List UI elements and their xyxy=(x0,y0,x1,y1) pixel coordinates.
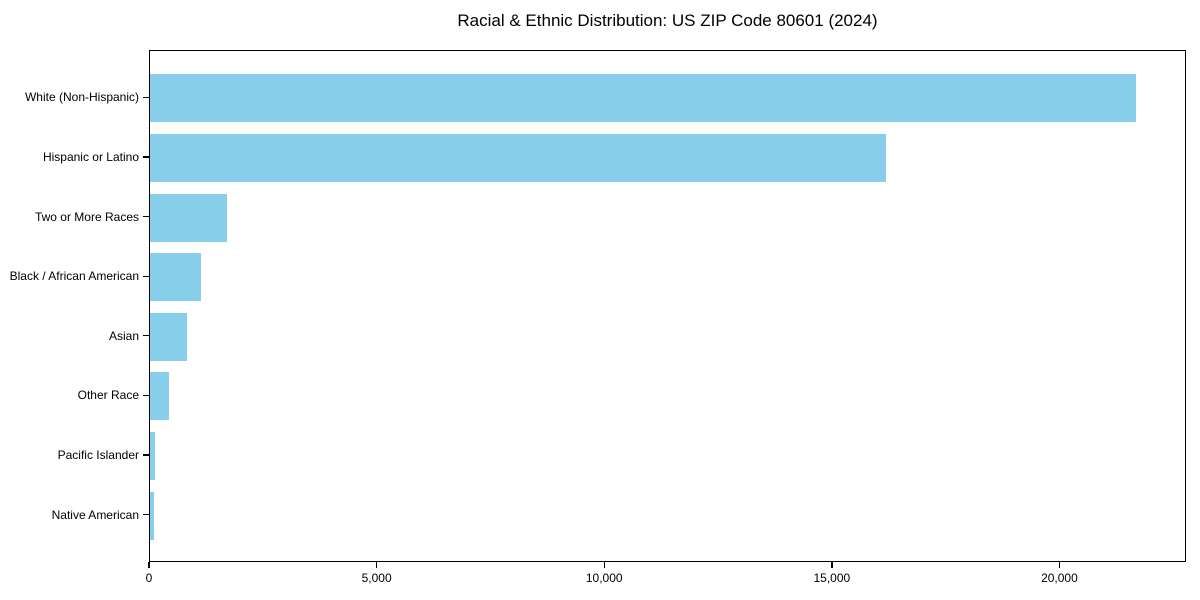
y-axis-tick xyxy=(143,275,149,277)
x-axis-tick xyxy=(603,562,605,568)
bar xyxy=(150,312,188,361)
plot-area xyxy=(149,50,1186,562)
x-axis-tick xyxy=(375,562,378,568)
x-tick-label: 20,000 xyxy=(1041,571,1078,585)
y-tick-label: Hispanic or Latino xyxy=(42,150,139,164)
x-axis-tick xyxy=(148,562,150,568)
y-tick-label: White (Non-Hispanic) xyxy=(24,90,139,105)
bar xyxy=(150,134,887,182)
y-axis-tick xyxy=(143,513,149,516)
x-tick-label: 0 xyxy=(145,571,153,585)
chart-title: Racial & Ethnic Distribution: US ZIP Cod… xyxy=(457,11,878,30)
y-tick-label: Asian xyxy=(108,328,139,343)
y-tick-label: Two or More Races xyxy=(34,209,139,224)
bar xyxy=(150,372,170,421)
bar xyxy=(150,432,155,480)
bar xyxy=(150,253,201,302)
x-tick-label: 5,000 xyxy=(361,571,392,585)
y-tick-label: Native American xyxy=(51,507,139,522)
y-axis-tick xyxy=(143,156,149,158)
bar xyxy=(150,491,154,540)
y-axis-tick xyxy=(143,215,149,218)
bar xyxy=(150,74,1136,123)
y-tick-label: Black / African American xyxy=(9,269,139,284)
y-axis-tick xyxy=(143,96,149,99)
y-tick-label: Other Race xyxy=(77,388,139,403)
x-axis-tick xyxy=(831,562,833,568)
x-axis-tick xyxy=(1058,562,1061,568)
bar xyxy=(150,193,227,242)
y-axis-tick xyxy=(143,454,149,456)
x-tick-label: 10,000 xyxy=(585,571,623,585)
x-tick-label: 15,000 xyxy=(813,571,851,585)
y-axis-tick xyxy=(143,394,149,397)
y-tick-label: Pacific Islander xyxy=(57,448,139,462)
y-axis-tick xyxy=(143,335,149,337)
